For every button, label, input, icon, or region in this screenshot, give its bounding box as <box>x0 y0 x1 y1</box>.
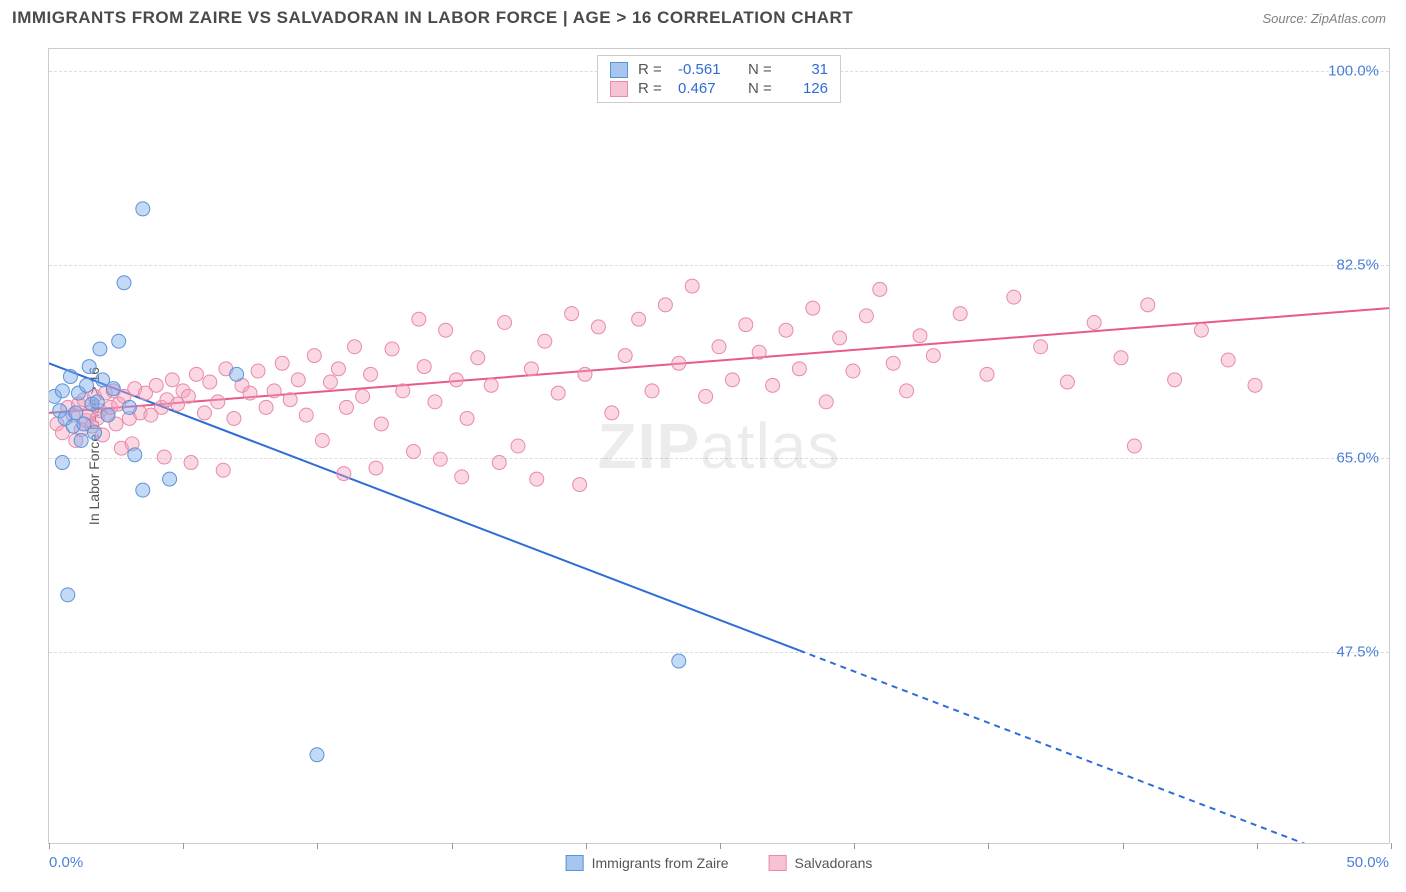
x-tick <box>183 843 184 849</box>
x-tick <box>988 843 989 849</box>
correlation-row-salvadoran: R = 0.467 N = 126 <box>610 79 828 98</box>
x-tick <box>1391 843 1392 849</box>
source-attribution: Source: ZipAtlas.com <box>1262 11 1386 26</box>
legend-item-zaire: Immigrants from Zaire <box>566 855 729 871</box>
x-tick <box>49 843 50 849</box>
legend-item-salvadoran: Salvadorans <box>769 855 873 871</box>
r-label: R = <box>638 80 668 97</box>
correlation-legend: R = -0.561 N = 31 R = 0.467 N = 126 <box>597 55 841 103</box>
swatch-salvadoran <box>610 81 628 97</box>
n-value-zaire: 31 <box>788 61 828 78</box>
chart-title: IMMIGRANTS FROM ZAIRE VS SALVADORAN IN L… <box>12 8 853 28</box>
x-tick <box>1123 843 1124 849</box>
plot-area <box>49 49 1389 843</box>
swatch-zaire <box>610 62 628 78</box>
x-axis-min-label: 0.0% <box>49 854 83 871</box>
swatch-zaire-icon <box>566 855 584 871</box>
chart-container: In Labor Force | Age > 16 R = -0.561 N =… <box>48 48 1390 844</box>
swatch-salvadoran-icon <box>769 855 787 871</box>
n-value-salvadoran: 126 <box>788 80 828 97</box>
x-axis-max-label: 50.0% <box>1346 854 1389 871</box>
n-label: N = <box>748 80 778 97</box>
correlation-row-zaire: R = -0.561 N = 31 <box>610 60 828 79</box>
x-tick <box>1257 843 1258 849</box>
x-tick <box>452 843 453 849</box>
x-tick <box>317 843 318 849</box>
r-label: R = <box>638 61 668 78</box>
series-legend: Immigrants from Zaire Salvadorans <box>566 855 873 871</box>
r-value-salvadoran: 0.467 <box>678 80 738 97</box>
title-bar: IMMIGRANTS FROM ZAIRE VS SALVADORAN IN L… <box>0 0 1406 34</box>
x-tick <box>586 843 587 849</box>
legend-label-zaire: Immigrants from Zaire <box>592 855 729 871</box>
x-tick <box>854 843 855 849</box>
legend-label-salvadoran: Salvadorans <box>795 855 873 871</box>
n-label: N = <box>748 61 778 78</box>
r-value-zaire: -0.561 <box>678 61 738 78</box>
plot-svg <box>49 49 1389 843</box>
x-tick <box>720 843 721 849</box>
